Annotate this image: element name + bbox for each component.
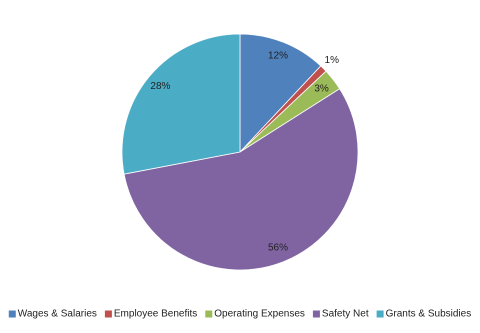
slice-label: 56% [268, 243, 288, 254]
legend-swatch [104, 310, 112, 318]
legend-swatch [8, 310, 16, 318]
legend-swatch [205, 310, 213, 318]
legend-swatch [312, 310, 320, 318]
pie-slice [123, 88, 359, 271]
slice-label: 28% [150, 81, 170, 92]
slice-label: 1% [325, 55, 340, 66]
slice-label: 3% [314, 83, 329, 94]
pie-slice [239, 33, 322, 154]
legend: Wages & Salaries Employee Benefits Operati… [8, 309, 472, 320]
legend-label: Operating Expenses [214, 309, 305, 320]
legend-label: Employee Benefits [114, 309, 197, 320]
legend-label: Wages & Salaries [18, 309, 97, 320]
legend-label: Grants & Subsidies [386, 309, 472, 320]
pie-slice [121, 33, 241, 175]
legend-label: Safety Net [322, 309, 369, 320]
legend-swatch [376, 310, 384, 318]
slice-label: 12% [268, 51, 288, 62]
